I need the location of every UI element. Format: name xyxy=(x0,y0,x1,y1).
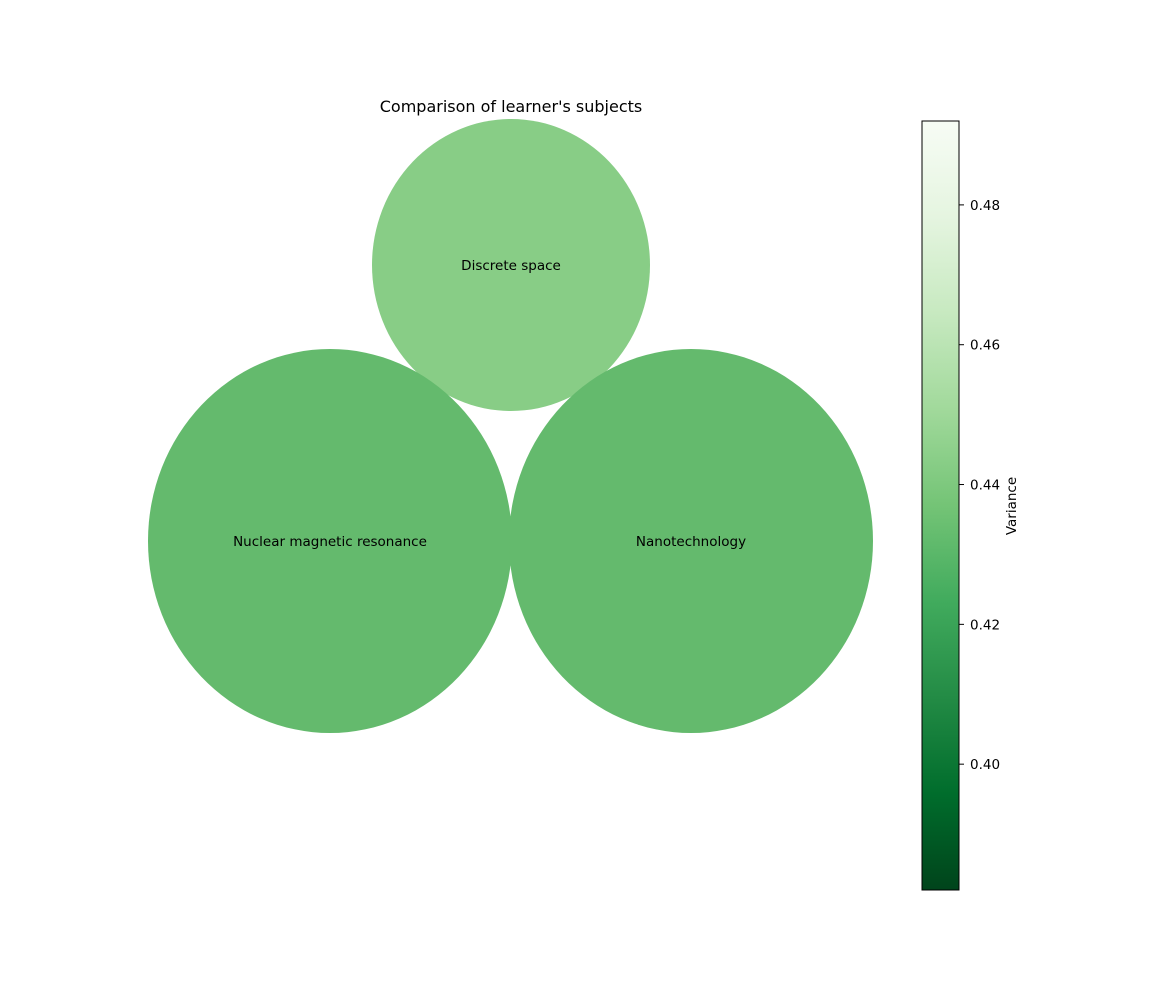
colorbar-gradient xyxy=(921,120,960,891)
colorbar-tick-label: 0.40 xyxy=(970,757,1000,773)
colorbar-label: Variance xyxy=(1004,477,1020,535)
bubble-label-nuclear-magnetic-resonance: Nuclear magnetic resonance xyxy=(233,534,427,550)
chart-title: Comparison of learner's subjects xyxy=(380,97,643,116)
colorbar-tick-label: 0.48 xyxy=(970,198,1000,214)
colorbar: 0.40 0.42 0.44 0.46 0.48 Variance xyxy=(921,120,1020,891)
bubble-label-nanotechnology: Nanotechnology xyxy=(636,534,746,550)
bubble-label-discrete-space: Discrete space xyxy=(461,258,561,274)
colorbar-tick-label: 0.46 xyxy=(970,338,1000,354)
bubble-nuclear-magnetic-resonance xyxy=(148,349,512,733)
colorbar-ticks: 0.40 0.42 0.44 0.46 0.48 xyxy=(959,198,1000,773)
bubble-nanotechnology xyxy=(509,349,873,733)
bubbles-layer: Discrete space Nuclear magnetic resonance… xyxy=(148,119,873,733)
colorbar-tick-label: 0.44 xyxy=(970,478,1000,494)
bubble-discrete-space xyxy=(372,119,650,411)
colorbar-tick-label: 0.42 xyxy=(970,617,1000,633)
